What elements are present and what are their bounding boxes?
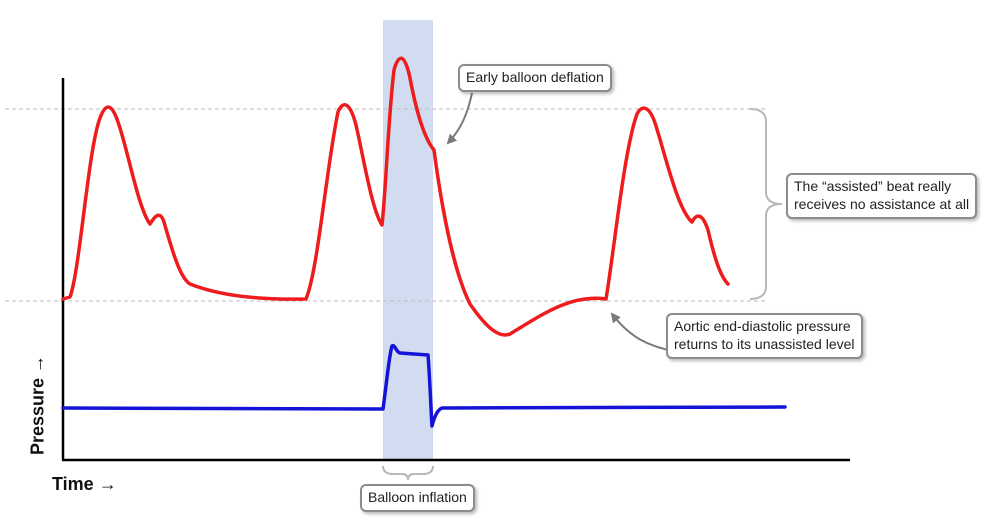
balloon-inflation-callout: Balloon inflation [360, 484, 475, 512]
early-deflation-arrow [446, 92, 473, 145]
x-axis-label: Time → [52, 474, 117, 494]
inflation-bracket [382, 465, 434, 481]
assisted-beat-bracket [749, 108, 783, 300]
aortic-pressure-arrow [610, 312, 669, 351]
early-deflation-callout: Early balloon deflation [458, 64, 612, 92]
aortic-pressure-text-line-2: returns to its unassisted level [674, 335, 855, 352]
balloon-inflation-band [383, 20, 433, 460]
balloon-pressure-trace [61, 343, 787, 428]
y-axis-label: Pressure → [27, 354, 48, 456]
assisted-beat-text-line-1: The “assisted” beat really [794, 178, 952, 194]
aortic-pressure-callout: Aortic end-diastolic pressure returns to… [666, 313, 863, 359]
early-deflation-text: Early balloon deflation [466, 69, 604, 85]
assisted-beat-callout: The “assisted” beat really receives no a… [786, 173, 978, 219]
balloon-inflation-text: Balloon inflation [368, 489, 467, 505]
aortic-pressure-trace [61, 56, 730, 337]
assisted-beat-text-line-2: receives no assistance at all [794, 195, 970, 212]
aortic-pressure-text-line-1: Aortic end-diastolic pressure [674, 318, 851, 334]
